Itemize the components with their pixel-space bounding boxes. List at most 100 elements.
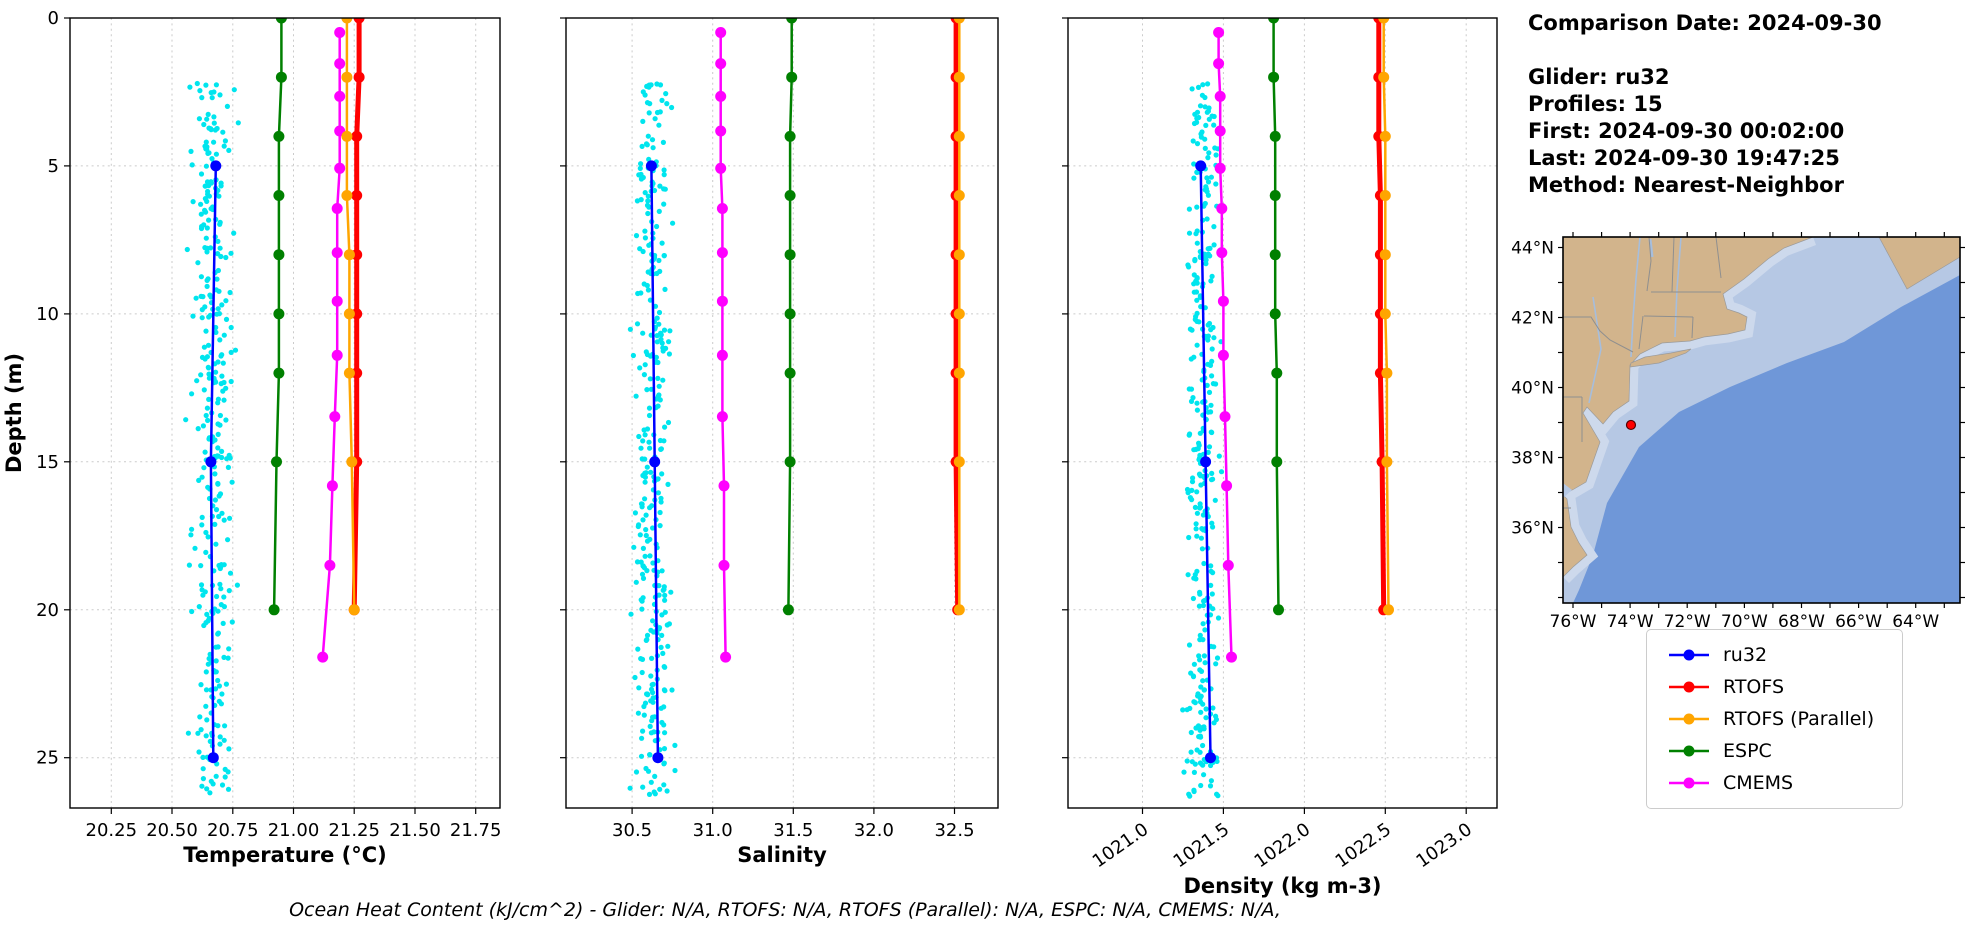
svg-text:66°W: 66°W [1835, 612, 1882, 632]
svg-text:74°W: 74°W [1607, 612, 1654, 632]
series-rtofs-parallel- [341, 18, 360, 616]
legend-marker-icon [1669, 745, 1709, 757]
legend-entry: RTOFS (Parallel) [1667, 708, 1882, 730]
legend-marker-icon [1669, 713, 1709, 725]
profiles-count-text: Profiles: 15 [1528, 92, 1663, 116]
axes-frame [565, 17, 999, 809]
legend-label: RTOFS [1723, 676, 1785, 698]
legend-label: ESPC [1723, 740, 1772, 762]
svg-text:68°W: 68°W [1778, 612, 1825, 632]
series-cmems [317, 27, 346, 663]
svg-text:31.5: 31.5 [773, 820, 813, 841]
axes-frame [1067, 17, 1498, 809]
svg-text:1021.0: 1021.0 [1089, 819, 1153, 872]
ocean-heat-content-note: Ocean Heat Content (kJ/cm^2) - Glider: N… [289, 899, 1281, 921]
svg-text:36°N: 36°N [1511, 519, 1554, 539]
svg-text:10: 10 [36, 304, 59, 325]
series-cmems [1213, 27, 1237, 663]
state-borders [1563, 237, 1722, 509]
svg-text:44°N: 44°N [1511, 239, 1554, 259]
legend-entry: ESPC [1667, 740, 1882, 762]
svg-text:32.0: 32.0 [854, 820, 894, 841]
svg-text:32.5: 32.5 [934, 820, 974, 841]
legend-label: CMEMS [1723, 772, 1794, 794]
plot-svg: 1021.0 1021.5 1022.0 1022.5 1023.0 Density (k… [1062, 17, 1498, 898]
nova-scotia [1878, 237, 1960, 290]
svg-text:20.75: 20.75 [207, 820, 259, 841]
legend-marker-icon [1669, 777, 1709, 789]
svg-text:40°N: 40°N [1511, 379, 1554, 399]
svg-text:42°N: 42°N [1511, 309, 1554, 329]
plot-svg: 30.5 31.0 31.5 32.0 32.5 Salinity [560, 17, 999, 867]
svg-text:0: 0 [48, 8, 59, 29]
series-espc [268, 18, 287, 616]
legend-entry: RTOFS [1667, 676, 1882, 698]
svg-text:72°W: 72°W [1664, 612, 1711, 632]
legend-label: RTOFS (Parallel) [1723, 708, 1875, 730]
svg-text:1022.0: 1022.0 [1251, 819, 1315, 872]
x-axis-label: Temperature (°C) [183, 843, 386, 867]
legend-marker-icon [1669, 649, 1709, 661]
series-ru32 [1195, 160, 1216, 764]
svg-text:15: 15 [36, 452, 59, 473]
legend-marker-icon [1669, 681, 1709, 693]
svg-text:1023.0: 1023.0 [1412, 819, 1476, 872]
svg-text:20.25: 20.25 [86, 820, 138, 841]
axis-ticks: 20.25 20.50 20.75 21.00 21.25 21.50 21.75 0 5 10 1… [36, 8, 501, 841]
location-map: 44°N 42°N 40°N 38°N 36°N 76°W 74°W 72°W 70°W 68°W… [1503, 229, 1973, 663]
map-tick-labels: 44°N 42°N 40°N 38°N 36°N 76°W 74°W 72°W 70°W 68°W… [1511, 239, 1939, 633]
comparison-date-text: Comparison Date: 2024-09-30 [1528, 11, 1882, 35]
map-svg: 44°N 42°N 40°N 38°N 36°N 76°W 74°W 72°W 70°W 68°W… [1511, 232, 1965, 633]
svg-text:25: 25 [36, 748, 59, 769]
svg-text:76°W: 76°W [1550, 612, 1597, 632]
legend-entry: ru32 [1667, 644, 1882, 666]
legend-entry: CMEMS [1667, 772, 1882, 794]
legend: ru32 RTOFS RTOFS (Parallel) ESPC CMEMS [1646, 629, 1903, 809]
svg-text:38°N: 38°N [1511, 449, 1554, 469]
chesapeake-bay [1563, 483, 1572, 498]
info-panel: Comparison Date: 2024-09-30 Glider: ru32… [1528, 10, 1882, 199]
svg-text:1021.5: 1021.5 [1170, 819, 1234, 872]
glider-scatter [1180, 81, 1225, 799]
long-island [1629, 348, 1692, 368]
svg-text:21.50: 21.50 [389, 820, 441, 841]
series-rtofs-parallel- [1378, 18, 1394, 616]
map-ticks [1558, 232, 1965, 608]
method-text: Method: Nearest-Neighbor [1528, 173, 1844, 197]
svg-text:5: 5 [48, 156, 59, 177]
info-spacer [1528, 37, 1882, 64]
legend-label: ru32 [1723, 644, 1768, 666]
series-rtofs-parallel- [953, 18, 965, 616]
svg-text:21.25: 21.25 [328, 820, 380, 841]
series-cmems [715, 27, 732, 663]
x-axis-label: Salinity [737, 843, 827, 867]
axis-ticks: 30.5 31.0 31.5 32.0 32.5 [560, 17, 975, 841]
svg-text:21.00: 21.00 [268, 820, 320, 841]
last-profile-time-text: Last: 2024-09-30 19:47:25 [1528, 146, 1840, 170]
svg-text:31.0: 31.0 [693, 820, 733, 841]
y-axis-label: Depth (m) [2, 353, 26, 473]
svg-text:70°W: 70°W [1721, 612, 1768, 632]
svg-text:1022.5: 1022.5 [1332, 819, 1396, 872]
gridlines [566, 17, 998, 808]
deep-ocean [1573, 275, 1960, 603]
svg-text:64°W: 64°W [1892, 612, 1939, 632]
series-ru32 [205, 160, 222, 764]
axis-ticks: 1021.0 1021.5 1022.0 1022.5 1023.0 [1062, 17, 1476, 872]
svg-text:30.5: 30.5 [612, 820, 652, 841]
gridlines [1068, 17, 1497, 808]
svg-text:21.75: 21.75 [450, 820, 502, 841]
density-profile-plot: 1021.0 1021.5 1022.0 1022.5 1023.0 Density (k… [1020, 0, 1520, 916]
svg-text:20: 20 [36, 600, 59, 621]
svg-text:20.50: 20.50 [146, 820, 198, 841]
map-frame [1562, 236, 1961, 604]
salinity-profile-plot: 30.5 31.0 31.5 32.0 32.5 Salinity [540, 0, 1010, 916]
plot-svg: 20.25 20.50 20.75 21.00 21.25 21.50 21.75 0 5 10 1… [2, 8, 501, 867]
gridlines [70, 17, 500, 808]
mainland [1563, 237, 1814, 578]
x-axis-label: Density (kg m-3) [1183, 874, 1381, 898]
series-espc [782, 18, 798, 616]
glider-scatter [627, 81, 678, 798]
rivers [1588, 237, 1682, 404]
